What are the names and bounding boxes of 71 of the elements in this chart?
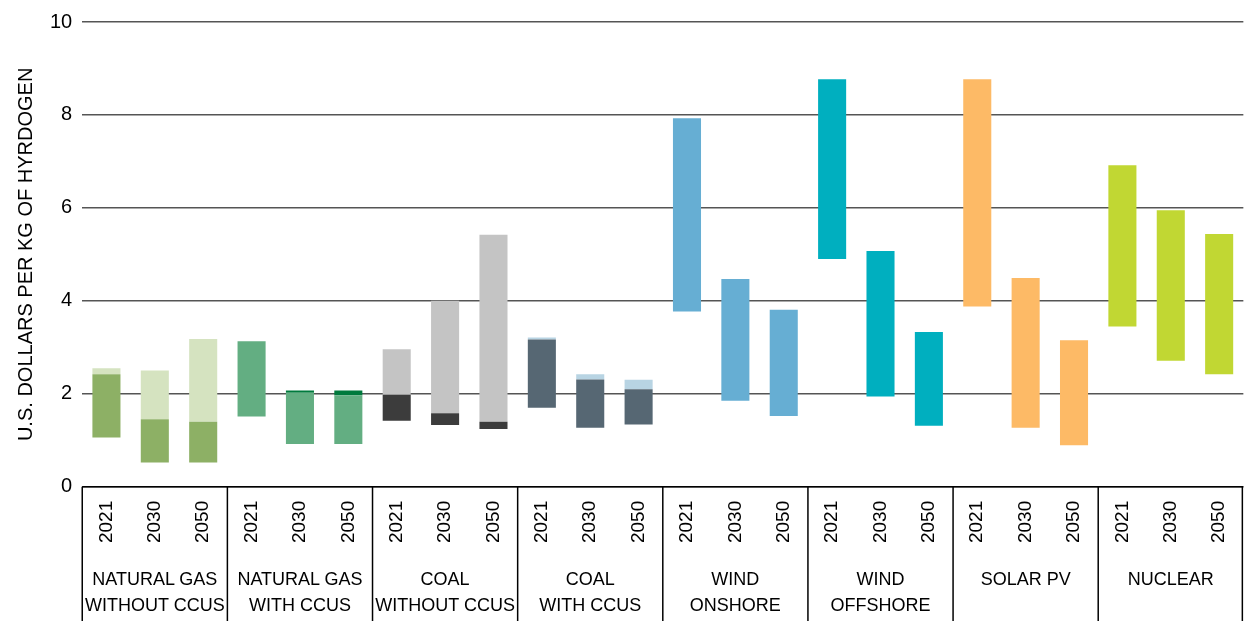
x-tick-label: 2030 xyxy=(288,500,310,544)
bar xyxy=(189,421,218,463)
y-tick-label: 4 xyxy=(61,288,73,311)
bar xyxy=(140,419,169,463)
text: COAL WITH CCUS xyxy=(539,568,642,615)
bar xyxy=(1108,165,1137,327)
bar xyxy=(1205,233,1234,375)
bar xyxy=(479,421,508,430)
x-tick-label: 2021 xyxy=(1110,500,1132,544)
bar xyxy=(914,331,943,426)
bar xyxy=(527,339,556,408)
bar xyxy=(334,395,363,444)
y-tick-label: 6 xyxy=(61,195,73,218)
bar xyxy=(92,374,121,438)
bar xyxy=(769,309,798,417)
x-tick-label: 2021 xyxy=(94,500,116,544)
bar xyxy=(285,392,314,444)
x-tick-label: 2030 xyxy=(143,500,165,544)
x-tick-label: 2030 xyxy=(433,500,455,544)
x-tick-label: 2021 xyxy=(239,500,261,544)
x-tick-label: 2050 xyxy=(1062,500,1084,544)
x-tick-label: 2030 xyxy=(1159,500,1181,544)
y-tick-label: 10 xyxy=(50,9,73,32)
text: WIND ONSHORE xyxy=(689,568,781,615)
bar xyxy=(431,413,460,425)
x-tick-label: 2050 xyxy=(771,500,793,544)
y-tick-label: 8 xyxy=(61,102,73,125)
y-tick-label: 2 xyxy=(61,381,73,404)
x-tick-label: 2021 xyxy=(384,500,406,544)
x-tick-label: 2021 xyxy=(820,500,842,544)
x-tick-label: 2021 xyxy=(530,500,552,544)
y-axis-title: U.S. DOLLARS PER KG OF HYRDOGEN xyxy=(13,67,36,442)
text: NATURAL GAS WITH CCUS xyxy=(237,568,363,615)
x-tick-label: 2050 xyxy=(626,500,648,544)
bar xyxy=(189,338,218,422)
text: WIND OFFSHORE xyxy=(830,568,931,615)
bar xyxy=(576,374,605,380)
bar xyxy=(576,379,605,428)
bar xyxy=(479,234,508,422)
x-tick-label: 2021 xyxy=(965,500,987,544)
x-tick-label: 2050 xyxy=(481,500,503,544)
x-tick-label: 2030 xyxy=(723,500,745,544)
bar xyxy=(431,300,460,414)
bar xyxy=(1011,278,1040,428)
bar xyxy=(721,279,750,401)
bar xyxy=(140,370,169,420)
x-tick-label: 2030 xyxy=(868,500,890,544)
bar xyxy=(237,341,266,417)
bar xyxy=(672,118,702,312)
bar xyxy=(382,349,411,395)
bar xyxy=(963,79,992,307)
text: NATURAL GAS WITHOUT CCUS xyxy=(84,568,225,615)
bar xyxy=(624,389,653,425)
bar xyxy=(866,251,895,397)
bar xyxy=(1156,210,1185,361)
bar xyxy=(92,368,121,375)
x-tick-label: 2050 xyxy=(917,500,939,544)
x-tick-label: 2050 xyxy=(336,500,358,544)
x-tick-label: 2050 xyxy=(1207,500,1229,544)
x-tick-label: 2030 xyxy=(578,500,600,544)
x-tick-label: 2021 xyxy=(675,500,697,544)
bar xyxy=(1059,340,1089,446)
text: SOLAR PV xyxy=(980,568,1071,589)
text: NUCLEAR xyxy=(1127,568,1214,589)
x-tick-label: 2050 xyxy=(191,500,213,544)
bar xyxy=(818,79,847,260)
bar xyxy=(382,394,411,421)
bar xyxy=(624,379,653,390)
x-tick-label: 2030 xyxy=(1013,500,1035,544)
y-tick-label: 0 xyxy=(61,474,73,497)
text: COAL WITHOUT CCUS xyxy=(375,568,515,615)
